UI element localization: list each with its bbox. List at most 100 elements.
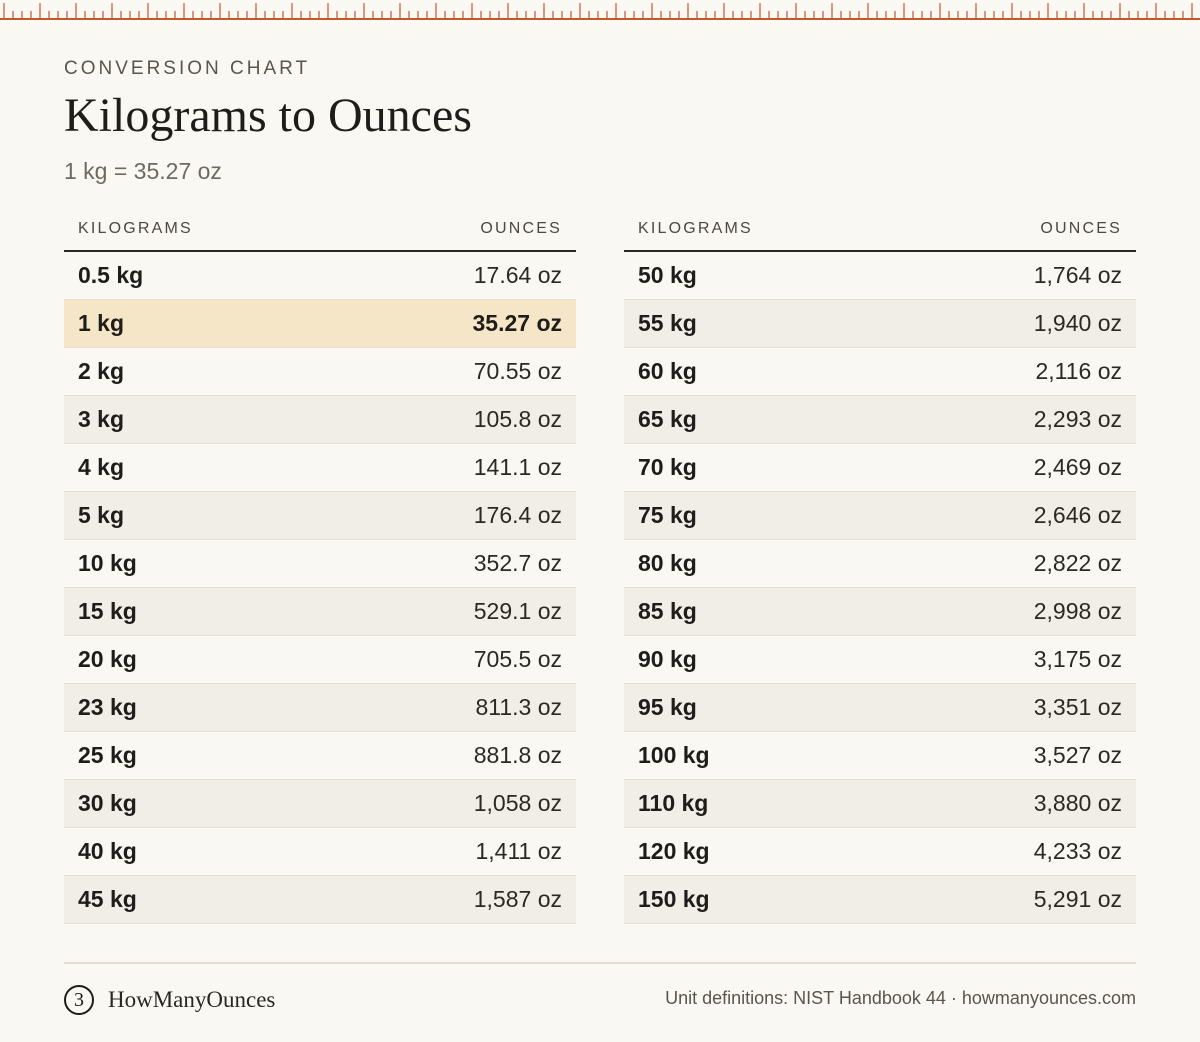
conversion-table-right: KILOGRAMS OUNCES 50 kg 1,764 oz 55 kg 1,94… xyxy=(624,208,1136,924)
ounce-cell: 176.4 oz xyxy=(473,502,562,528)
table-body: 50 kg 1,764 oz 55 kg 1,940 oz 60 kg 2,116 o… xyxy=(624,252,1136,924)
brand-name: HowManyOunces xyxy=(108,987,276,1012)
ounce-cell: 3,351 oz xyxy=(1033,694,1122,720)
table-row: 23 kg 811.3 oz xyxy=(64,684,576,732)
table-row: 85 kg 2,998 oz xyxy=(624,588,1136,636)
kilogram-cell: 65 kg xyxy=(638,406,697,432)
table-row: 50 kg 1,764 oz xyxy=(624,252,1136,300)
kilogram-cell: 20 kg xyxy=(78,646,137,672)
table-row: 4 kg 141.1 oz xyxy=(64,444,576,492)
kilogram-cell: 4 kg xyxy=(78,454,125,480)
kilogram-cell: 15 kg xyxy=(78,598,137,624)
table-row: 70 kg 2,469 oz xyxy=(624,444,1136,492)
ounce-cell: 1,587 oz xyxy=(473,886,562,912)
footer-divider xyxy=(64,962,1136,964)
ounce-cell: 5,291 oz xyxy=(1033,886,1122,912)
source-credit: Unit definitions: NIST Handbook 44 · how… xyxy=(665,988,1136,1008)
kilogram-cell: 10 kg xyxy=(78,550,137,576)
table-row-highlighted: 1 kg 35.27 oz xyxy=(64,300,576,348)
ounce-cell: 2,293 oz xyxy=(1033,406,1122,432)
kilogram-cell: 25 kg xyxy=(78,742,137,768)
ounce-cell: 3,880 oz xyxy=(1033,790,1122,816)
ounce-cell: 3,175 oz xyxy=(1033,646,1122,672)
eyebrow-label: CONVERSION CHART xyxy=(64,58,311,79)
page-title: Kilograms to Ounces xyxy=(64,89,472,142)
kilogram-cell: 60 kg xyxy=(638,358,697,384)
table-row: 60 kg 2,116 oz xyxy=(624,348,1136,396)
kilogram-cell: 0.5 kg xyxy=(78,262,144,288)
table-header: KILOGRAMS OUNCES xyxy=(624,208,1136,252)
table-row: 10 kg 352.7 oz xyxy=(64,540,576,588)
table-row: 45 kg 1,587 oz xyxy=(64,876,576,924)
table-row: 40 kg 1,411 oz xyxy=(64,828,576,876)
ounce-cell: 352.7 oz xyxy=(473,550,562,576)
kilogram-cell: 75 kg xyxy=(638,502,697,528)
ounce-cell: 1,411 oz xyxy=(475,838,562,864)
ounce-cell: 1,058 oz xyxy=(473,790,562,816)
table-row: 65 kg 2,293 oz xyxy=(624,396,1136,444)
kilogram-cell: 120 kg xyxy=(638,838,710,864)
table-header: KILOGRAMS OUNCES xyxy=(64,208,576,252)
table-row: 120 kg 4,233 oz xyxy=(624,828,1136,876)
kilogram-cell: 50 kg xyxy=(638,262,697,288)
table-row: 3 kg 105.8 oz xyxy=(64,396,576,444)
ounce-cell: 811.3 oz xyxy=(475,694,562,720)
ounce-cell: 2,822 oz xyxy=(1033,550,1122,576)
kilogram-cell: 85 kg xyxy=(638,598,697,624)
ounce-cell: 1,764 oz xyxy=(1033,262,1122,288)
column-header-ounces: OUNCES xyxy=(480,220,562,237)
table-row: 55 kg 1,940 oz xyxy=(624,300,1136,348)
ounce-cell: 141.1 oz xyxy=(473,454,562,480)
kilogram-cell: 2 kg xyxy=(78,358,125,384)
table-row: 95 kg 3,351 oz xyxy=(624,684,1136,732)
ounce-cell: 529.1 oz xyxy=(473,598,562,624)
ounce-cell: 35.27 oz xyxy=(472,310,563,336)
conversion-table-left: KILOGRAMS OUNCES 0.5 kg 17.64 oz 1 kg 35.2… xyxy=(64,208,576,924)
table-row: 75 kg 2,646 oz xyxy=(624,492,1136,540)
brand: 3 HowManyOunces xyxy=(64,983,275,1017)
table-row: 0.5 kg 17.64 oz xyxy=(64,252,576,300)
kilogram-cell: 23 kg xyxy=(78,694,137,720)
table-row: 150 kg 5,291 oz xyxy=(624,876,1136,924)
table-row: 110 kg 3,880 oz xyxy=(624,780,1136,828)
ounce-cell: 17.64 oz xyxy=(473,262,562,288)
column-header-ounces: OUNCES xyxy=(1040,220,1122,237)
kilogram-cell: 1 kg xyxy=(78,310,125,336)
ounce-cell: 2,116 oz xyxy=(1035,358,1122,384)
kilogram-cell: 55 kg xyxy=(638,310,697,336)
kilogram-cell: 45 kg xyxy=(78,886,137,912)
kilogram-cell: 100 kg xyxy=(638,742,710,768)
ounce-cell: 70.55 oz xyxy=(473,358,562,384)
ruler-decoration xyxy=(0,3,1200,20)
table-row: 80 kg 2,822 oz xyxy=(624,540,1136,588)
table-row: 90 kg 3,175 oz xyxy=(624,636,1136,684)
kilogram-cell: 90 kg xyxy=(638,646,697,672)
kilogram-cell: 70 kg xyxy=(638,454,697,480)
ounce-cell: 4,233 oz xyxy=(1033,838,1122,864)
ounce-cell: 1,940 oz xyxy=(1033,310,1122,336)
table-row: 20 kg 705.5 oz xyxy=(64,636,576,684)
conversion-factor: 1 kg = 35.27 oz xyxy=(64,158,222,184)
table-row: 100 kg 3,527 oz xyxy=(624,732,1136,780)
ounce-cell: 105.8 oz xyxy=(473,406,562,432)
ounce-cell: 2,469 oz xyxy=(1033,454,1122,480)
kilogram-cell: 150 kg xyxy=(638,886,710,912)
ounce-cell: 2,646 oz xyxy=(1033,502,1122,528)
table-body: 0.5 kg 17.64 oz 1 kg 35.27 oz 2 kg 70.55 oz… xyxy=(64,252,576,924)
table-row: 2 kg 70.55 oz xyxy=(64,348,576,396)
kilogram-cell: 80 kg xyxy=(638,550,697,576)
kilogram-cell: 30 kg xyxy=(78,790,137,816)
column-header-kilograms: KILOGRAMS xyxy=(78,220,193,237)
table-row: 5 kg 176.4 oz xyxy=(64,492,576,540)
ounce-cell: 705.5 oz xyxy=(473,646,562,672)
ounce-cell: 881.8 oz xyxy=(473,742,562,768)
ounce-cell: 2,998 oz xyxy=(1033,598,1122,624)
ounce-cell: 3,527 oz xyxy=(1033,742,1122,768)
kilogram-cell: 95 kg xyxy=(638,694,697,720)
table-row: 25 kg 881.8 oz xyxy=(64,732,576,780)
table-row: 15 kg 529.1 oz xyxy=(64,588,576,636)
kilogram-cell: 40 kg xyxy=(78,838,137,864)
kilogram-cell: 5 kg xyxy=(78,502,125,528)
kilogram-cell: 110 kg xyxy=(638,790,709,816)
table-row: 30 kg 1,058 oz xyxy=(64,780,576,828)
